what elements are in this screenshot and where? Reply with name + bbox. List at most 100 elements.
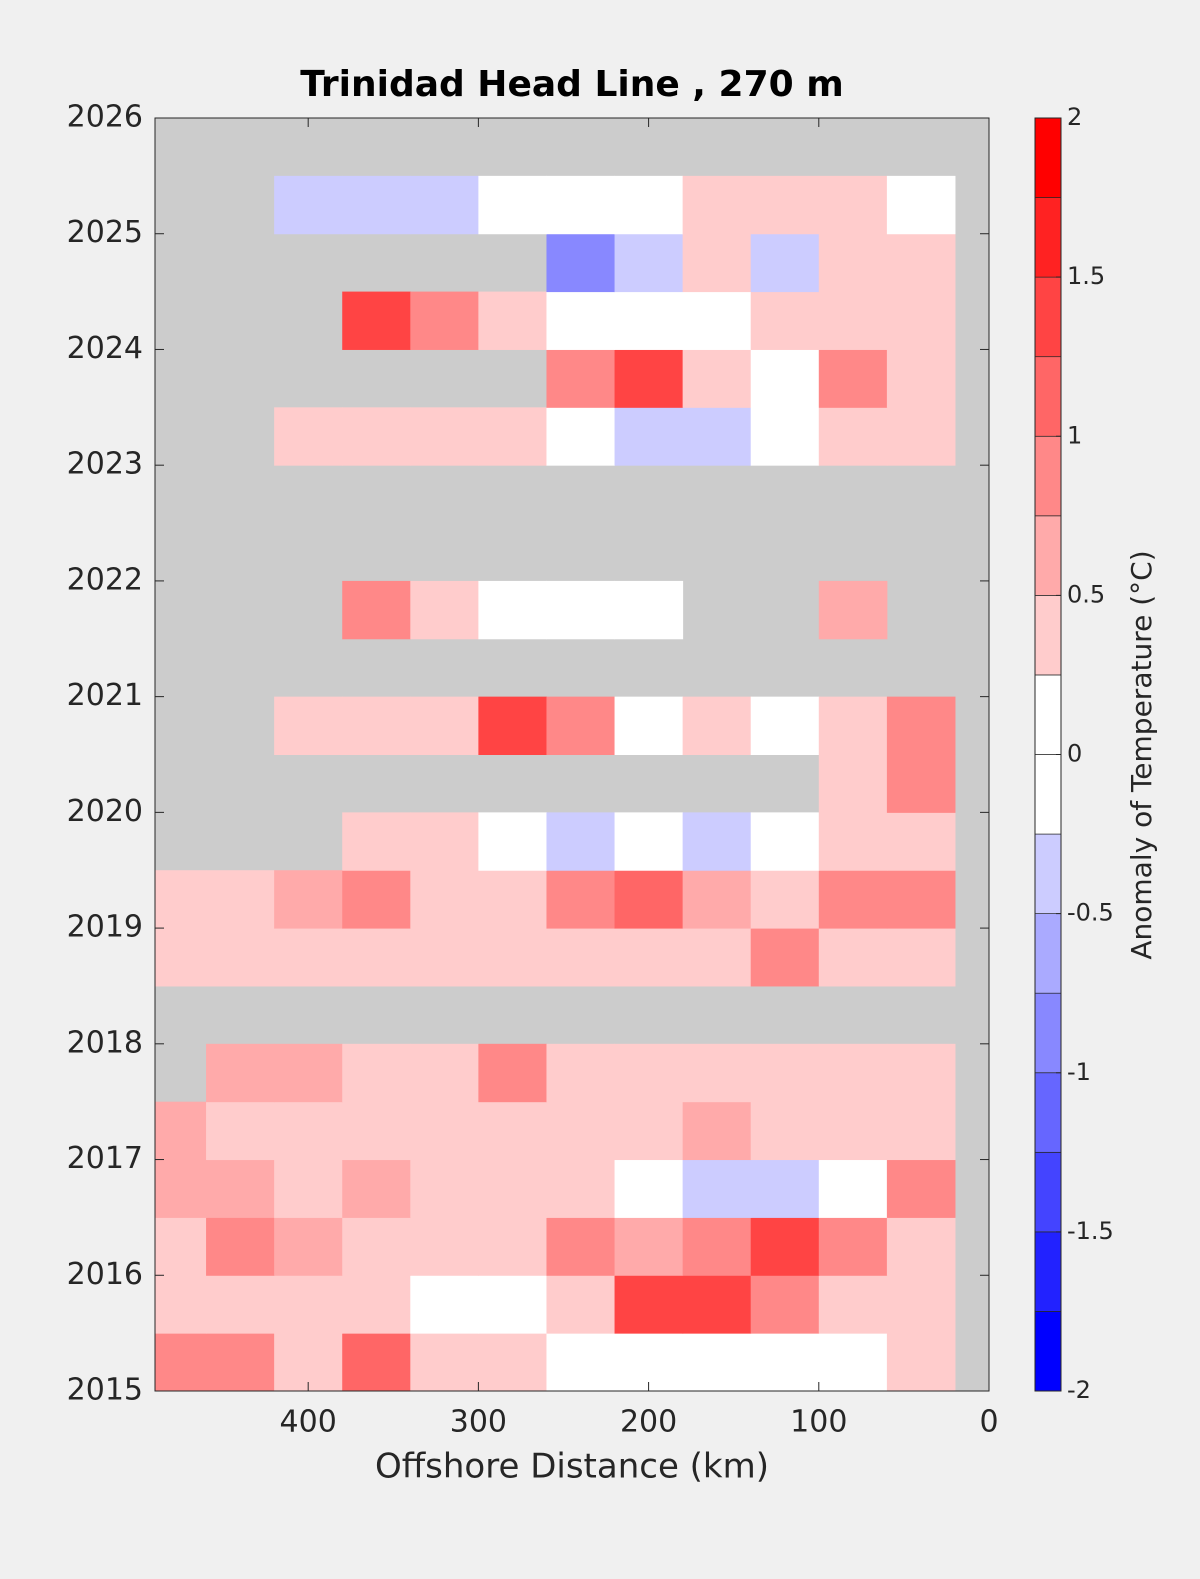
cell	[478, 407, 547, 466]
cell	[818, 349, 888, 408]
cell	[818, 754, 888, 813]
cell	[886, 175, 956, 235]
cell	[478, 1159, 547, 1218]
cell	[342, 407, 411, 466]
colorbar-segment	[1034, 595, 1062, 676]
colorbar-segment	[1034, 356, 1062, 437]
cell	[886, 754, 956, 813]
cell	[682, 928, 752, 987]
colorbar-segment	[1034, 992, 1062, 1074]
plot-frame	[154, 117, 990, 1392]
cell	[614, 580, 684, 640]
colorbar-tick-label: 0	[1067, 740, 1082, 768]
cell	[750, 1043, 820, 1103]
cell	[750, 1275, 820, 1334]
y-tick-label: 2020	[67, 794, 143, 829]
colorbar-segment	[1034, 197, 1062, 278]
cell	[478, 580, 547, 640]
x-tick-label: 100	[790, 1405, 847, 1440]
colorbar-segment	[1034, 1151, 1062, 1233]
cell	[342, 696, 411, 755]
cell	[818, 1043, 888, 1103]
cell	[274, 1043, 343, 1103]
cells	[155, 175, 956, 1391]
cell	[682, 407, 752, 466]
cell	[886, 407, 956, 466]
cell	[818, 870, 888, 929]
colorbar-tick-label: 0.5	[1067, 580, 1105, 608]
cell	[886, 1043, 956, 1103]
cell	[410, 812, 479, 871]
cell	[886, 812, 956, 871]
cell	[206, 1217, 275, 1276]
cell	[886, 1101, 956, 1161]
cell	[274, 1101, 343, 1161]
cell	[614, 812, 684, 871]
cell	[818, 1333, 888, 1391]
cell	[342, 175, 411, 235]
cell	[206, 928, 275, 987]
cell	[750, 870, 820, 929]
cell	[682, 1101, 752, 1161]
cell	[614, 407, 684, 466]
cell	[546, 1275, 616, 1334]
cell	[274, 928, 343, 987]
cell	[614, 1333, 684, 1391]
cell	[750, 291, 820, 350]
x-axis-label: Offshore Distance (km)	[375, 1447, 769, 1487]
cell	[342, 928, 411, 987]
y-tick-label: 2017	[67, 1141, 143, 1176]
cell	[682, 696, 752, 755]
cell	[886, 1159, 956, 1218]
cell	[886, 291, 956, 350]
colorbar-tick-label: 1	[1067, 421, 1082, 449]
cell	[546, 870, 616, 929]
cell	[818, 291, 888, 350]
colorbar-tick-label: -1.5	[1067, 1217, 1114, 1245]
cell	[886, 349, 956, 408]
cell	[546, 696, 616, 755]
cell	[682, 1159, 752, 1218]
cell	[750, 1217, 820, 1276]
cell	[682, 1275, 752, 1334]
cell	[206, 1159, 275, 1218]
cell	[750, 1101, 820, 1161]
y-tick-label: 2016	[67, 1257, 143, 1292]
cell	[206, 1101, 275, 1161]
cell	[274, 407, 343, 466]
cell	[342, 580, 411, 640]
cell	[155, 870, 207, 929]
x-tick-label: 400	[280, 1405, 337, 1440]
cell	[682, 349, 752, 408]
colorbar-tick-label: -2	[1067, 1376, 1091, 1404]
cell	[342, 1333, 411, 1391]
cell	[478, 696, 547, 755]
cell	[818, 928, 888, 987]
cell	[410, 291, 479, 350]
cell	[546, 407, 616, 466]
cell	[818, 1101, 888, 1161]
colorbar-segment	[1034, 833, 1062, 914]
y-tick-label: 2018	[67, 1025, 143, 1060]
cell	[886, 1275, 956, 1334]
cell	[750, 175, 820, 235]
colorbar-segment	[1034, 1072, 1062, 1153]
cell	[274, 696, 343, 755]
colorbar-segment	[1034, 276, 1062, 358]
cell	[342, 1043, 411, 1103]
cell	[206, 1333, 275, 1391]
cell	[410, 1217, 479, 1276]
y-tick-label: 2022	[67, 562, 143, 597]
cell	[546, 291, 616, 350]
cell	[886, 233, 956, 293]
cell	[342, 1159, 411, 1218]
cell	[410, 1333, 479, 1391]
cell	[155, 1217, 207, 1276]
y-tick-label: 2023	[67, 447, 143, 482]
cell	[818, 407, 888, 466]
cell	[886, 928, 956, 987]
cell	[274, 175, 343, 235]
y-tick-label: 2025	[67, 215, 143, 250]
cell	[546, 1043, 616, 1103]
cell	[682, 1043, 752, 1103]
